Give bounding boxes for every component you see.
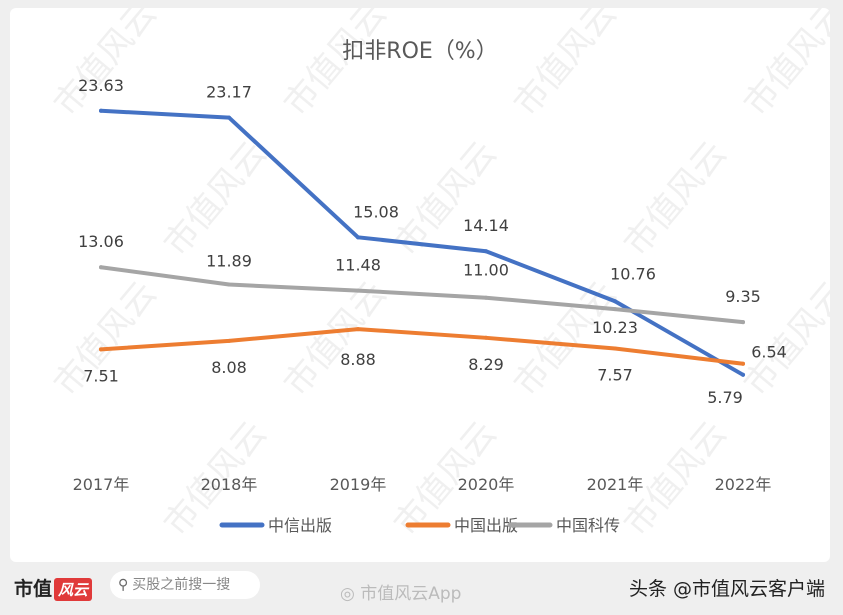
data-point bbox=[99, 347, 103, 352]
data-label: 11.48 bbox=[335, 256, 381, 275]
data-point bbox=[356, 288, 360, 293]
data-label: 7.57 bbox=[597, 365, 633, 384]
data-point bbox=[741, 320, 745, 325]
series-line-2 bbox=[99, 327, 745, 366]
data-label: 6.54 bbox=[751, 343, 787, 362]
data-point bbox=[484, 335, 488, 340]
data-label: 8.29 bbox=[468, 355, 504, 374]
data-point bbox=[613, 346, 617, 351]
data-point bbox=[227, 338, 231, 343]
data-point bbox=[99, 108, 103, 113]
data-label: 11.00 bbox=[463, 261, 509, 280]
data-point bbox=[613, 299, 617, 304]
legend-label: 中国出版 bbox=[454, 516, 518, 535]
data-label: 10.76 bbox=[610, 264, 656, 283]
data-point bbox=[741, 372, 745, 377]
series-line-1 bbox=[99, 108, 745, 377]
brand-logo: 市值 风云 bbox=[14, 574, 93, 601]
data-point bbox=[356, 327, 360, 332]
search-placeholder: 买股之前搜一搜 bbox=[132, 577, 231, 593]
data-point bbox=[741, 361, 745, 366]
x-tick-label: 2022年 bbox=[715, 475, 772, 494]
footer: 市值 风云 ⚲ 买股之前搜一搜 ◎ 市值风云App 头条 @市值风云客户端 bbox=[0, 562, 843, 615]
data-point bbox=[613, 307, 617, 312]
x-tick-label: 2019年 bbox=[330, 475, 387, 494]
weibo-watermark: ◎ 市值风云App bbox=[340, 579, 461, 604]
series-line-3 bbox=[99, 265, 745, 325]
x-tick-label: 2020年 bbox=[458, 475, 515, 494]
watermark: 市值风云 bbox=[156, 134, 274, 264]
chart-title: 扣非ROE（%） bbox=[342, 39, 497, 64]
data-point bbox=[484, 249, 488, 254]
search-icon: ⚲ bbox=[118, 577, 129, 593]
data-label: 5.79 bbox=[707, 388, 743, 407]
watermark: 市值风云 bbox=[616, 134, 734, 264]
data-label: 7.51 bbox=[83, 366, 119, 385]
weibo-text: 市值风云App bbox=[360, 584, 462, 604]
x-tick-label: 2018年 bbox=[201, 475, 258, 494]
data-point bbox=[227, 282, 231, 287]
data-label: 11.89 bbox=[206, 252, 252, 271]
data-point bbox=[484, 295, 488, 300]
chart-card: 市值风云 市值风云 市值风云 市值风云 市值风云 市值风云 市值风云 市值风云 市值风云 市值风云… bbox=[10, 8, 830, 562]
data-label: 8.88 bbox=[340, 350, 376, 369]
data-label: 8.08 bbox=[211, 358, 247, 377]
logo-text: 市值 bbox=[14, 578, 53, 600]
data-label: 13.06 bbox=[78, 232, 124, 251]
weibo-icon: ◎ bbox=[340, 584, 361, 604]
search-box[interactable]: ⚲ 买股之前搜一搜 bbox=[110, 571, 260, 599]
data-label: 14.14 bbox=[463, 216, 509, 235]
x-tick-label: 2017年 bbox=[73, 475, 130, 494]
data-label: 10.23 bbox=[592, 318, 638, 337]
watermark: 市值风云 bbox=[506, 8, 624, 124]
data-label: 9.35 bbox=[725, 287, 761, 306]
data-label: 15.08 bbox=[353, 202, 399, 221]
watermark: 市值风云 bbox=[736, 8, 830, 124]
data-label: 23.17 bbox=[206, 83, 252, 102]
watermark: 市值风云 bbox=[46, 8, 164, 124]
x-tick-label: 2021年 bbox=[587, 475, 644, 494]
toutiao-credit: 头条 @市值风云客户端 bbox=[628, 578, 825, 600]
legend-label: 中信出版 bbox=[268, 516, 332, 535]
logo-badge: 风云 bbox=[54, 578, 93, 601]
data-point bbox=[227, 115, 231, 120]
watermark: 市值风云 bbox=[276, 8, 394, 124]
data-point bbox=[356, 235, 360, 240]
data-point bbox=[99, 265, 103, 270]
data-label: 23.63 bbox=[78, 76, 124, 95]
legend-label: 中国科传 bbox=[556, 516, 620, 535]
